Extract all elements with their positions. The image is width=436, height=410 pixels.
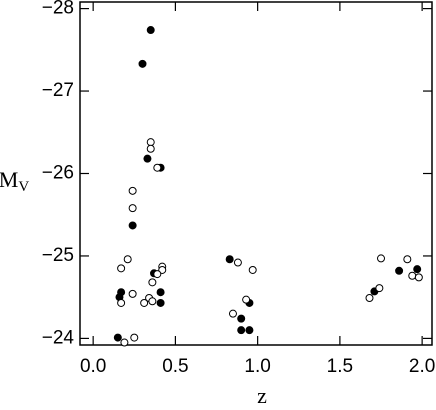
point [408,271,417,280]
point [138,59,147,68]
y-tick-label: −28 [42,0,74,19]
point [123,255,132,264]
point [113,333,122,342]
point [365,294,374,303]
point [128,186,137,195]
x-tick-label: 1.5 [327,356,353,377]
point [413,265,422,274]
y-tick-label: −26 [42,163,74,184]
point [248,265,257,274]
point [156,288,165,297]
point [117,264,126,273]
point [143,154,152,163]
point [146,138,155,147]
point [140,298,149,307]
point [414,273,423,282]
point [395,266,404,275]
point [403,255,412,264]
y-axis-label: MV [0,167,29,195]
x-tick-label: 1.0 [244,356,270,377]
point [128,221,137,230]
point [237,314,246,323]
point [233,258,242,267]
point [120,338,129,347]
point [148,297,157,306]
point [225,255,234,264]
y-tick-label: −24 [42,327,75,348]
y-axis-label-main: M [0,167,18,192]
x-tick-label: 2.0 [409,356,435,377]
point [153,270,162,279]
point [377,254,386,263]
point [375,284,384,293]
point [128,289,137,298]
point [117,298,126,307]
point [146,144,155,153]
point [130,333,139,342]
x-axis-label: z [257,383,267,408]
y-tick-label: −25 [42,245,74,266]
point [156,298,165,307]
point [146,26,155,35]
point [245,326,254,335]
point [153,163,162,172]
point [237,326,246,335]
x-tick-label: 0.0 [80,356,106,377]
y-tick-label: −27 [42,80,74,101]
x-tick-label: 0.5 [162,356,188,377]
point [148,278,157,287]
y-axis-label-sub: V [18,179,29,195]
point [242,295,251,304]
point [128,204,137,213]
point [228,309,237,318]
